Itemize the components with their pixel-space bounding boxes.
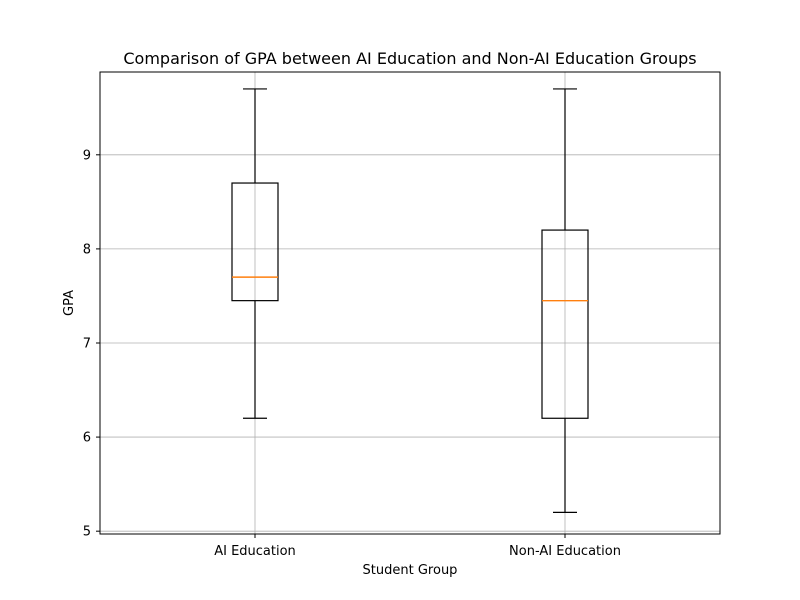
x-tick-label: AI Education xyxy=(214,544,296,559)
axes-frame xyxy=(99,71,721,535)
x-axis-label: Student Group xyxy=(363,563,458,578)
chart-title: Comparison of GPA between AI Education a… xyxy=(123,49,696,68)
y-axis-label: GPA xyxy=(62,290,77,316)
tick-layer: 5 6 7 8 9 AI Education Non-AI Education xyxy=(83,148,621,559)
y-tick-label: 8 xyxy=(83,242,91,257)
box-layer xyxy=(231,88,589,513)
grid-layer xyxy=(100,72,720,534)
box-non-ai-education xyxy=(541,229,589,419)
y-tick-label: 9 xyxy=(83,148,91,163)
y-tick-label: 7 xyxy=(83,336,91,351)
box-ai-education xyxy=(231,182,279,302)
y-tick-label: 5 xyxy=(83,525,91,540)
x-tick-label: Non-AI Education xyxy=(509,544,621,559)
y-tick-label: 6 xyxy=(83,431,91,446)
